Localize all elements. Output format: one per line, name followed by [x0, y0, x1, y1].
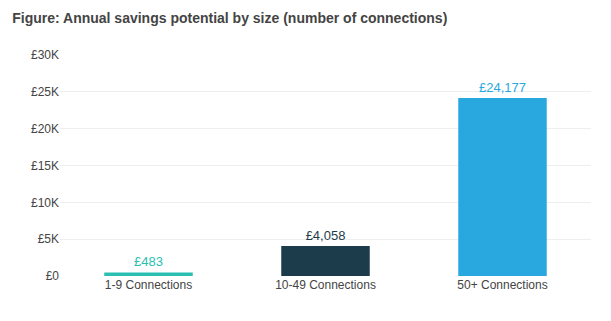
- svg-text:Figure: Annual savings potenti: Figure: Annual savings potential by size…: [12, 10, 447, 26]
- svg-text:£0: £0: [46, 269, 60, 283]
- svg-text:£5K: £5K: [38, 232, 59, 246]
- svg-text:£20K: £20K: [31, 122, 59, 136]
- svg-text:£4,058: £4,058: [306, 228, 346, 243]
- svg-text:£24,177: £24,177: [479, 80, 526, 95]
- svg-text:£483: £483: [134, 254, 163, 269]
- svg-text:£15K: £15K: [31, 159, 59, 173]
- svg-text:£25K: £25K: [31, 85, 59, 99]
- svg-text:1-9 Connections: 1-9 Connections: [105, 278, 192, 292]
- svg-text:£10K: £10K: [31, 196, 59, 210]
- svg-text:£30K: £30K: [31, 48, 59, 62]
- svg-text:50+ Connections: 50+ Connections: [457, 278, 547, 292]
- svg-text:10-49 Connections: 10-49 Connections: [275, 278, 376, 292]
